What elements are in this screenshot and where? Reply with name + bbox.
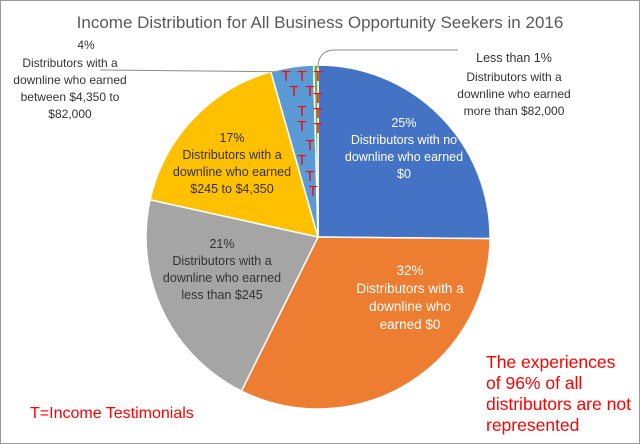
annotation-line: The experiences [486, 352, 616, 372]
testimonial-marker: T [308, 183, 317, 200]
slice-description-line: $82,000 [48, 107, 92, 121]
testimonial-marker: T [313, 120, 322, 137]
slice-description-line: less than $245 [181, 288, 262, 302]
testimonial-marker: T [281, 68, 290, 85]
testimonial-marker: T [297, 68, 306, 85]
slice-percent-label: Less than 1% [476, 51, 552, 65]
slice-245-to-4350 [149, 70, 320, 239]
testimonial-marker: T [297, 118, 306, 135]
annotation-line: represented [486, 415, 579, 435]
slice-downline-earned-0 [240, 236, 491, 410]
slice-description-line: downline who earned [345, 150, 463, 164]
testimonial-marker: T [305, 168, 314, 185]
slice-no-downline [317, 64, 491, 240]
slice-description-line: downline who [369, 299, 451, 314]
slice-percent-label: 25% [391, 116, 416, 130]
testimonial-marker: T [305, 83, 314, 100]
slice-percent-label: 21% [209, 237, 234, 251]
testimonial-marker: T [313, 90, 322, 107]
testimonial-marker: T [289, 83, 298, 100]
testimonial-marker: T [313, 105, 322, 122]
slice-description-line: more than $82,000 [464, 104, 565, 118]
testimonial-marker: T [297, 152, 306, 169]
annotation-line: of 96% of all [486, 373, 582, 393]
slice-description-line: downline who earned [173, 165, 291, 179]
slice-description-line: Distributors with a [356, 281, 464, 296]
testimonial-marker: T [313, 68, 322, 85]
slice-description-line: Distributors with a [172, 254, 271, 268]
slice-description-line: between $4,350 to [21, 90, 120, 104]
testimonial-marker: T [297, 103, 306, 120]
slice-percent-label: 32% [396, 263, 423, 278]
slice-description-line: Distributors with a [466, 70, 562, 84]
slice-percent-label: 4% [77, 38, 95, 52]
slice-description-line: downline who earned [163, 271, 281, 285]
annotation-line: distributors are not [486, 394, 631, 414]
chart-title: Income Distribution for All Business Opp… [77, 13, 564, 32]
slice-description-line: earned $0 [380, 317, 441, 332]
slice-description-line: downline who earned [457, 87, 570, 101]
slice-description-line: Distributors with a [182, 148, 281, 162]
slice-description-line: $245 to $4,350 [190, 182, 273, 196]
leader-line-lt1pct [317, 49, 458, 69]
testimonial-legend-note: T=Income Testimonials [30, 405, 194, 422]
slice-description-line: Distributors with a [22, 56, 118, 70]
testimonial-marker: T [305, 137, 314, 154]
slice-description-line: Distributors with no [351, 133, 457, 147]
slice-percent-label: 17% [219, 131, 244, 145]
slice-description-line: $0 [397, 167, 411, 181]
leader-line-4pct [99, 69, 301, 73]
slice-description-line: downline who earned [13, 73, 126, 87]
slice-less-than-245 [145, 198, 320, 393]
